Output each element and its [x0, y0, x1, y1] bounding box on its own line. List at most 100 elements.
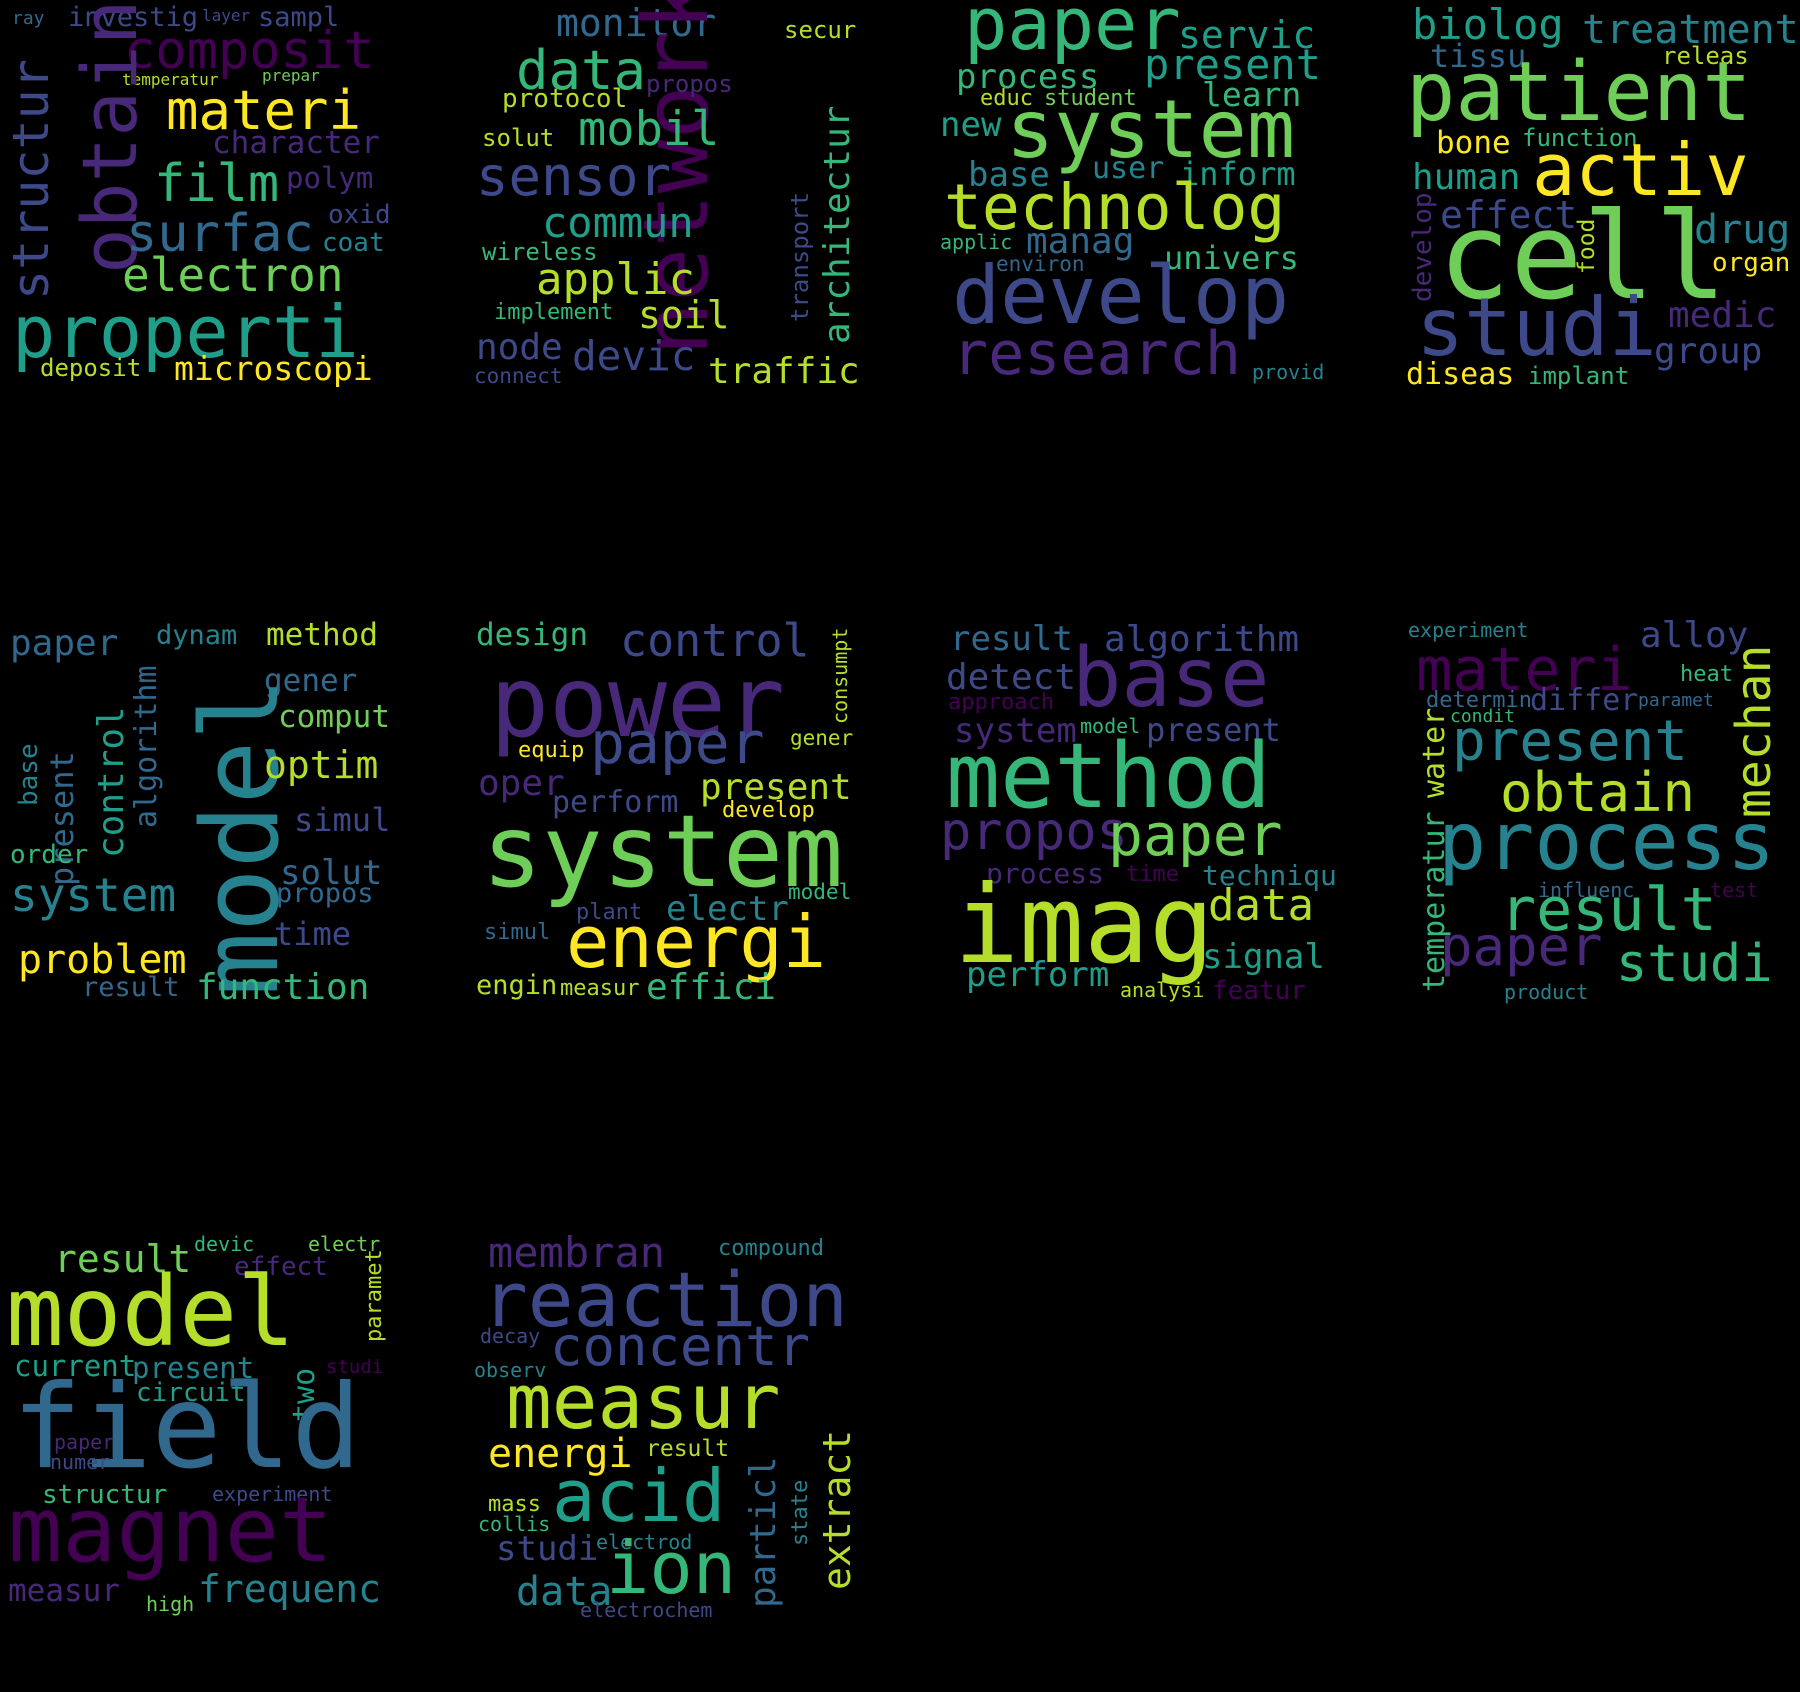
wordcloud-2: monitor secur data network protocol prop… [470, 0, 870, 400]
word: simul [294, 801, 391, 839]
word: frequenc [198, 1567, 382, 1611]
word: electrod [596, 1530, 693, 1554]
word: node [476, 327, 563, 368]
word: approach [948, 690, 1054, 715]
word: transport [786, 191, 814, 322]
word: devic [194, 1232, 255, 1256]
word: effect [1440, 193, 1578, 237]
word: character [212, 125, 380, 161]
word: effici [646, 967, 777, 1008]
word: optim [264, 743, 379, 787]
word: patient [1406, 45, 1752, 140]
word: paramet [362, 1249, 387, 1342]
word: order [10, 840, 89, 870]
word: tissu [1430, 37, 1527, 75]
word: water [1417, 707, 1452, 798]
word: electron [122, 248, 344, 302]
word: educ [980, 86, 1033, 111]
word: techniqu [1202, 859, 1337, 892]
word: system [1006, 83, 1295, 176]
word: reaction [482, 1255, 849, 1344]
wordcloud-4: biolog treatment tissu releas patient bo… [1400, 0, 1800, 400]
word: activ [1532, 128, 1749, 212]
word: algorithm [1104, 619, 1300, 660]
word: high [146, 1592, 195, 1616]
word: control [91, 706, 132, 858]
word: measur [560, 976, 640, 1001]
word: treatment [1582, 7, 1799, 53]
word: ray [12, 8, 45, 29]
word: method [946, 724, 1272, 829]
word: control [620, 614, 810, 667]
word: secur [784, 16, 857, 44]
word: effect [234, 1252, 328, 1282]
word: human [1412, 157, 1521, 198]
word: present [1144, 40, 1322, 89]
word: bone [1436, 125, 1511, 161]
word: base [968, 155, 1050, 195]
word: learn [1202, 75, 1302, 114]
word: composit [124, 21, 375, 81]
word: influenc [1538, 878, 1635, 902]
word: design [476, 617, 588, 653]
word: numer [50, 1450, 111, 1474]
word: monitor [556, 1, 717, 45]
word: propos [276, 878, 374, 909]
word: sensor [476, 145, 672, 208]
word: propos [940, 802, 1128, 862]
word: paper [10, 623, 119, 664]
word: student [1044, 86, 1137, 111]
wordcloud-3: paper servic present process learn educ … [940, 0, 1340, 400]
word: collis [478, 1512, 551, 1536]
word: implant [1528, 362, 1630, 390]
word: function [196, 967, 370, 1008]
word: mobil [578, 102, 720, 157]
word: releas [1662, 42, 1749, 70]
wordcloud-9: result devic electr effect model paramet… [0, 1220, 400, 1620]
word: sampl [258, 2, 340, 33]
word: acid [552, 1454, 726, 1538]
word: featur [1212, 976, 1306, 1006]
word: studi [326, 1356, 384, 1378]
word: polym [286, 161, 374, 195]
word: develop [952, 249, 1290, 342]
word: condit [1450, 706, 1516, 727]
word: paper [590, 709, 765, 777]
word: wireless [482, 238, 598, 266]
word: imag [954, 863, 1215, 988]
word: drug [1694, 207, 1791, 253]
word: cell [1438, 188, 1727, 327]
word: analysi [1120, 978, 1205, 1002]
word: inform [1180, 155, 1296, 193]
word: measur [506, 1357, 781, 1446]
word: result [54, 1237, 192, 1281]
word: perform [552, 785, 679, 820]
word: observ [474, 1358, 547, 1382]
word: test [1710, 878, 1759, 902]
word: algorithm [129, 665, 164, 828]
word: commun [542, 198, 694, 247]
word: process [956, 57, 1100, 97]
word: research [952, 319, 1241, 389]
word: model [6, 1256, 295, 1368]
word: magnet [8, 1478, 334, 1583]
word: energi [566, 900, 827, 984]
word: alloy [1640, 615, 1749, 656]
word: provid [1252, 360, 1325, 384]
word: present [1146, 711, 1281, 749]
word: method [266, 617, 378, 653]
word: result [646, 1436, 730, 1462]
word: perform [966, 955, 1110, 995]
word: paper [1108, 801, 1283, 869]
word: obtain [1500, 761, 1696, 824]
word: product [1504, 980, 1589, 1004]
word: applic [536, 254, 695, 305]
word: studi [1416, 281, 1657, 374]
word: propos [646, 70, 733, 98]
word: model [1080, 714, 1141, 738]
word: protocol [502, 84, 628, 114]
word: consumpt [828, 627, 852, 724]
word: applic [940, 230, 1013, 254]
word: energi [488, 1431, 633, 1477]
word: mass [488, 1492, 541, 1517]
